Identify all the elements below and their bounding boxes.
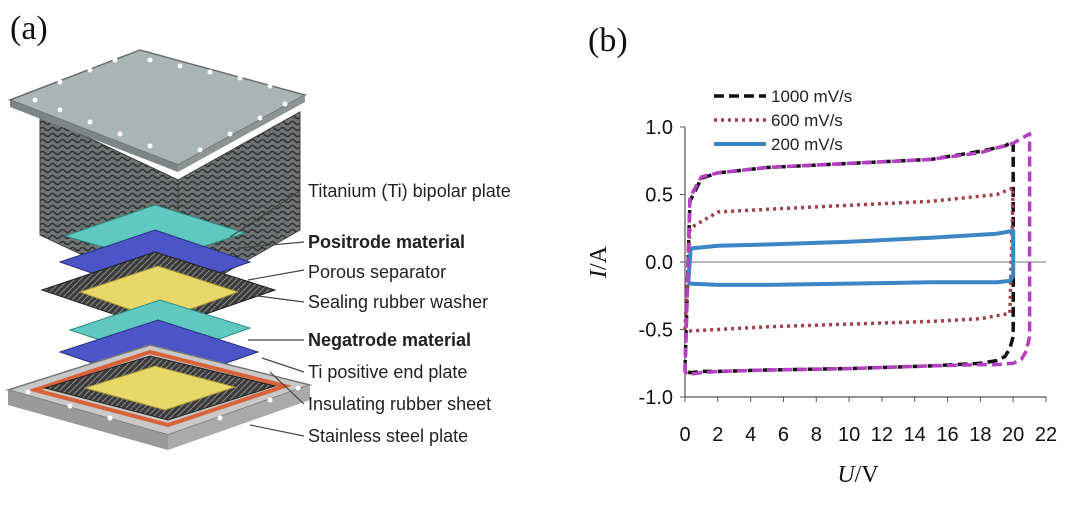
callout-label: Negatrode material <box>308 330 471 350</box>
panel-label-a: (a) <box>10 10 48 47</box>
callout-label: Stainless steel plate <box>308 426 468 446</box>
stainless-steel-plate-edge <box>8 390 168 450</box>
callout-label: Porous separator <box>308 262 446 282</box>
panel-label-b: (b) <box>588 22 628 59</box>
series-line-0 <box>683 140 1015 375</box>
legend-entry: 1000 mV/s <box>771 87 852 106</box>
x-tick-label: 2 <box>712 424 723 446</box>
x-tick-label: 16 <box>936 424 958 446</box>
x-tick-label: 22 <box>1035 424 1057 446</box>
x-tick-label: 20 <box>1002 424 1024 446</box>
callout-label: Ti positive end plate <box>308 362 467 382</box>
series-line-3 <box>683 132 1032 376</box>
y-tick-label: -1.0 <box>639 387 673 409</box>
callout-label: Titanium (Ti) bipolar plate <box>308 181 511 201</box>
x-tick-label: 12 <box>871 424 893 446</box>
callout-labels: Titanium (Ti) bipolar plate Positrode mat… <box>308 181 511 446</box>
x-tick-label: 18 <box>969 424 991 446</box>
x-axis-label-unit: /V <box>855 462 880 488</box>
x-tick-label: 10 <box>838 424 860 446</box>
callout-label: Sealing rubber washer <box>308 292 488 312</box>
stainless-steel-plate-edge-right <box>168 385 310 450</box>
ti-end-plate-separator <box>83 365 237 411</box>
top-plate-bolt-holes <box>32 57 288 153</box>
exploded-stack-diagram <box>5 49 313 450</box>
callout-label: Insulating rubber sheet <box>308 394 491 414</box>
top-titanium-plate-edge <box>10 100 178 172</box>
callout-label: Positrode material <box>308 232 465 252</box>
legend-entry: 200 mV/s <box>771 135 843 154</box>
y-tick-label: 1.0 <box>645 117 673 139</box>
base-plate-bolt-holes <box>25 385 301 421</box>
top-titanium-plate-edge-right <box>178 95 305 172</box>
cv-chart: -1.0 -0.5 0.0 0.5 1.0 0 2 4 6 8 10 12 14 16 18 20 22 U/V I… <box>586 87 1057 488</box>
y-axis-label: I/A <box>586 245 612 279</box>
legend-entry: 600 mV/s <box>771 111 843 130</box>
x-tick-label: 0 <box>679 424 690 446</box>
chart-legend: 1000 mV/s 600 mV/s 200 mV/s <box>714 87 852 154</box>
y-tick-label: -0.5 <box>639 320 673 342</box>
y-tick-label: 0.0 <box>645 252 673 274</box>
x-tick-label: 4 <box>745 424 756 446</box>
x-tick-label: 6 <box>778 424 789 446</box>
x-tick-label: 8 <box>811 424 822 446</box>
y-axis-label-unit: /A <box>586 245 612 270</box>
x-axis-label: U/V <box>837 462 879 488</box>
series-line-1 <box>683 186 1015 333</box>
series-line-2 <box>686 228 1016 287</box>
x-tick-label: 14 <box>904 424 926 446</box>
y-tick-label: 0.5 <box>645 185 673 207</box>
y-axis-label-symbol: I <box>586 269 612 279</box>
x-axis-label-symbol: U <box>837 462 856 488</box>
callout-leaders <box>229 190 305 437</box>
